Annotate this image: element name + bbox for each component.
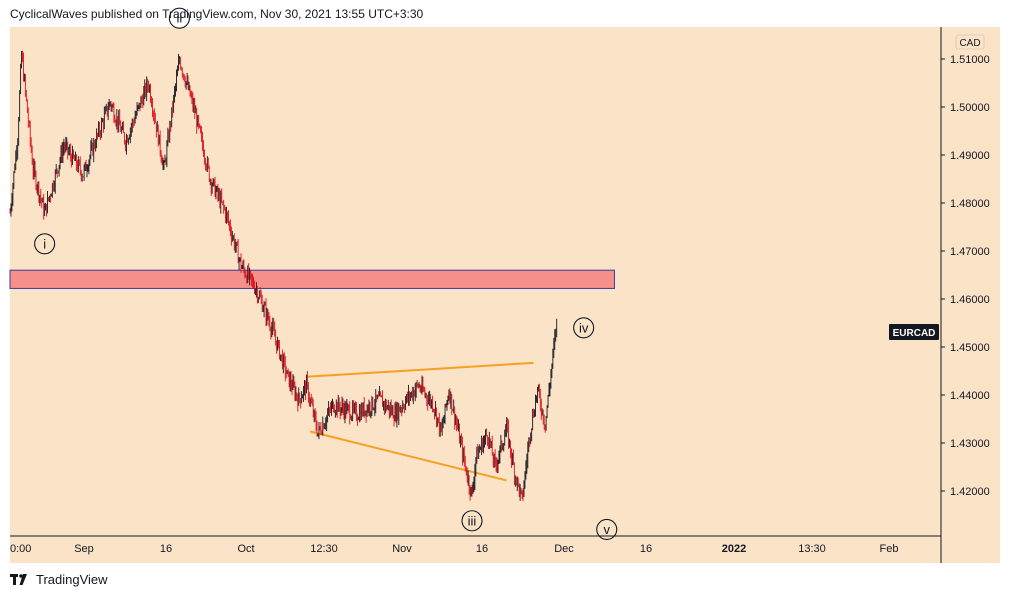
tradingview-footer[interactable]: TradingView [10, 572, 108, 587]
symbol-label: EURCAD [893, 328, 936, 339]
x-tick-label: 16 [160, 543, 172, 555]
price-axis[interactable]: 1.51000 1.50000 1.49000 1.48000 1.47000 1.460… [941, 54, 990, 498]
y-tick-label: 1.51000 [950, 54, 990, 66]
wave-label-text: iii [468, 513, 477, 528]
y-tick-label: 1.44000 [950, 390, 990, 402]
x-tick-label: Dec [554, 543, 574, 555]
x-tick-label: Oct [237, 543, 254, 555]
publisher-caption: CyclicalWaves published on TradingView.c… [10, 7, 424, 21]
time-axis[interactable]: 0:00 Sep 16 Oct 12:30 Nov 16 Dec 16 2022 13:30 Feb [10, 543, 898, 555]
x-tick-label: 2022 [722, 543, 746, 555]
x-tick-label: 16 [640, 543, 652, 555]
triangle-trendline[interactable] [306, 361, 534, 378]
x-tick-label: 13:30 [798, 543, 826, 555]
tradingview-brand-text: TradingView [36, 572, 108, 587]
y-tick-label: 1.46000 [950, 294, 990, 306]
currency-badge: CAD [955, 34, 985, 50]
resistance-zone-layer [9, 269, 615, 289]
wave-label-text: ii [177, 11, 183, 26]
x-tick-label: 0:00 [10, 543, 31, 555]
y-tick-label: 1.45000 [950, 342, 990, 354]
candlestick-series [9, 50, 558, 502]
y-tick-label: 1.49000 [950, 150, 990, 162]
x-tick-label: Nov [392, 543, 412, 555]
x-tick-label: 12:30 [310, 543, 338, 555]
resistance-zone[interactable] [9, 269, 615, 289]
y-tick-label: 1.48000 [950, 198, 990, 210]
wave-label-iii[interactable]: iii [461, 510, 483, 532]
currency-label: CAD [959, 38, 980, 49]
triangle-trendline[interactable] [310, 430, 507, 482]
wave-label-text: i [43, 236, 46, 251]
x-tick-label: Sep [74, 543, 94, 555]
symbol-price-tag: EURCAD [889, 324, 939, 340]
y-tick-label: 1.43000 [950, 438, 990, 450]
y-tick-label: 1.42000 [950, 486, 990, 498]
wave-label-iv[interactable]: iv [573, 317, 595, 339]
wave-label-i[interactable]: i [34, 233, 56, 255]
triangle-trendlines [306, 361, 534, 482]
wave-label-text: v [604, 522, 611, 537]
y-tick-label: 1.47000 [950, 246, 990, 258]
tradingview-logo-icon [10, 573, 27, 585]
chart-background [10, 27, 1000, 563]
y-tick-label: 1.50000 [950, 102, 990, 114]
wave-label-ii[interactable]: ii [168, 7, 190, 29]
x-tick-label: Feb [880, 543, 899, 555]
wave-label-v[interactable]: v [596, 518, 618, 540]
x-tick-label: 16 [476, 543, 488, 555]
wave-label-text: iv [579, 320, 589, 335]
